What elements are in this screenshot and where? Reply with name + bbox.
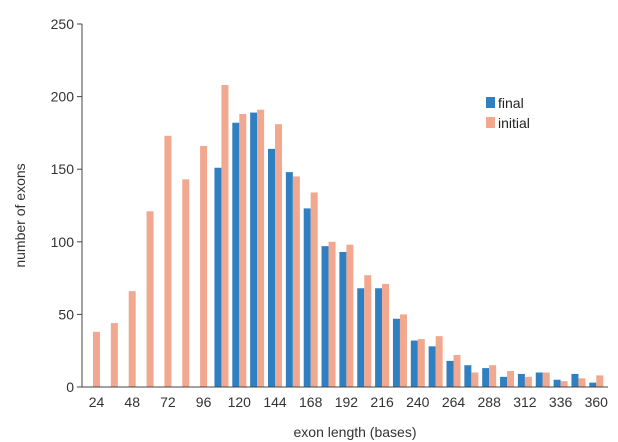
bar-final-192	[339, 251, 347, 387]
x-tick-label-96: 96	[196, 394, 212, 410]
bar-initial-348	[578, 378, 586, 387]
y-axis-title: number of exons	[12, 163, 28, 267]
bar-final-300	[500, 376, 508, 387]
bar-final-324	[535, 372, 543, 387]
bar-final-336	[553, 379, 561, 387]
bar-initial-312	[524, 376, 532, 387]
x-tick-label-312: 312	[513, 394, 537, 410]
x-tick-label-216: 216	[370, 394, 394, 410]
bar-initial-324	[542, 372, 550, 387]
bar-final-360	[589, 382, 597, 387]
bar-final-276	[464, 365, 472, 387]
bar-initial-288	[489, 365, 497, 387]
legend-swatch-final	[486, 97, 495, 108]
x-tick-label-120: 120	[228, 394, 252, 410]
legend-label-final: final	[498, 95, 524, 111]
bar-initial-132	[257, 109, 265, 388]
bar-initial-156	[292, 176, 300, 387]
bar-initial-96	[200, 145, 208, 387]
bar-final-180	[321, 246, 329, 387]
bar-initial-264	[453, 355, 461, 387]
bar-initial-72	[164, 135, 172, 387]
y-tick-label-150: 150	[51, 161, 75, 177]
x-tick-label-264: 264	[442, 394, 466, 410]
bar-initial-168	[310, 192, 318, 387]
legend-label-initial: initial	[498, 115, 530, 131]
bar-initial-48	[128, 291, 136, 387]
bars-layer	[93, 84, 604, 388]
bar-initial-108	[221, 84, 229, 387]
bar-initial-216	[382, 283, 390, 387]
bar-final-216	[375, 288, 383, 387]
x-tick-label-168: 168	[299, 394, 323, 410]
bar-initial-120	[239, 114, 247, 388]
bar-initial-192	[346, 244, 354, 387]
bar-initial-360	[596, 375, 604, 387]
x-tick-label-72: 72	[160, 394, 176, 410]
x-tick-label-240: 240	[406, 394, 430, 410]
bar-initial-84	[182, 179, 190, 387]
x-tick-label-144: 144	[263, 394, 287, 410]
x-axis-title: exon length (bases)	[294, 424, 417, 440]
y-tick-label-250: 250	[51, 16, 75, 32]
y-tick-label-100: 100	[51, 234, 75, 250]
y-tick-label-50: 50	[58, 306, 74, 322]
bar-final-240	[410, 340, 418, 387]
bar-final-168	[303, 208, 311, 387]
legend-swatch-initial	[486, 117, 495, 128]
bar-initial-276	[471, 372, 479, 387]
x-tick-label-24: 24	[89, 394, 105, 410]
bar-initial-36	[110, 323, 118, 387]
bar-final-120	[232, 122, 240, 388]
bar-initial-252	[435, 336, 443, 387]
bar-final-288	[482, 368, 490, 387]
bar-final-348	[571, 373, 579, 387]
x-tick-label-336: 336	[549, 394, 573, 410]
y-tick-label-0: 0	[66, 379, 74, 395]
bar-initial-24	[93, 331, 100, 387]
bar-initial-180	[328, 241, 336, 387]
bar-final-204	[357, 288, 365, 387]
bar-initial-144	[275, 124, 282, 387]
bar-final-312	[517, 373, 525, 387]
bar-final-264	[446, 360, 454, 387]
x-tick-label-192: 192	[335, 394, 359, 410]
bar-final-108	[214, 167, 222, 387]
bar-final-144	[268, 148, 275, 387]
bar-initial-228	[399, 314, 407, 387]
y-tick-label-200: 200	[51, 89, 75, 105]
bar-initial-204	[364, 275, 372, 387]
bar-final-252	[428, 346, 436, 387]
axes-layer: 0 50 100 150 200 250 24 48 72 96 120 144 168 192 216 24…	[51, 16, 609, 410]
legend: final initial	[486, 95, 530, 131]
bar-initial-60	[146, 211, 154, 387]
bar-final-132	[250, 112, 258, 387]
bar-initial-300	[507, 371, 515, 387]
bar-final-228	[392, 318, 400, 387]
x-tick-label-288: 288	[478, 394, 502, 410]
x-tick-label-360: 360	[585, 394, 609, 410]
x-tick-label-48: 48	[124, 394, 140, 410]
bar-final-156	[285, 172, 293, 387]
bar-initial-336	[560, 381, 568, 387]
bar-initial-240	[417, 339, 425, 387]
